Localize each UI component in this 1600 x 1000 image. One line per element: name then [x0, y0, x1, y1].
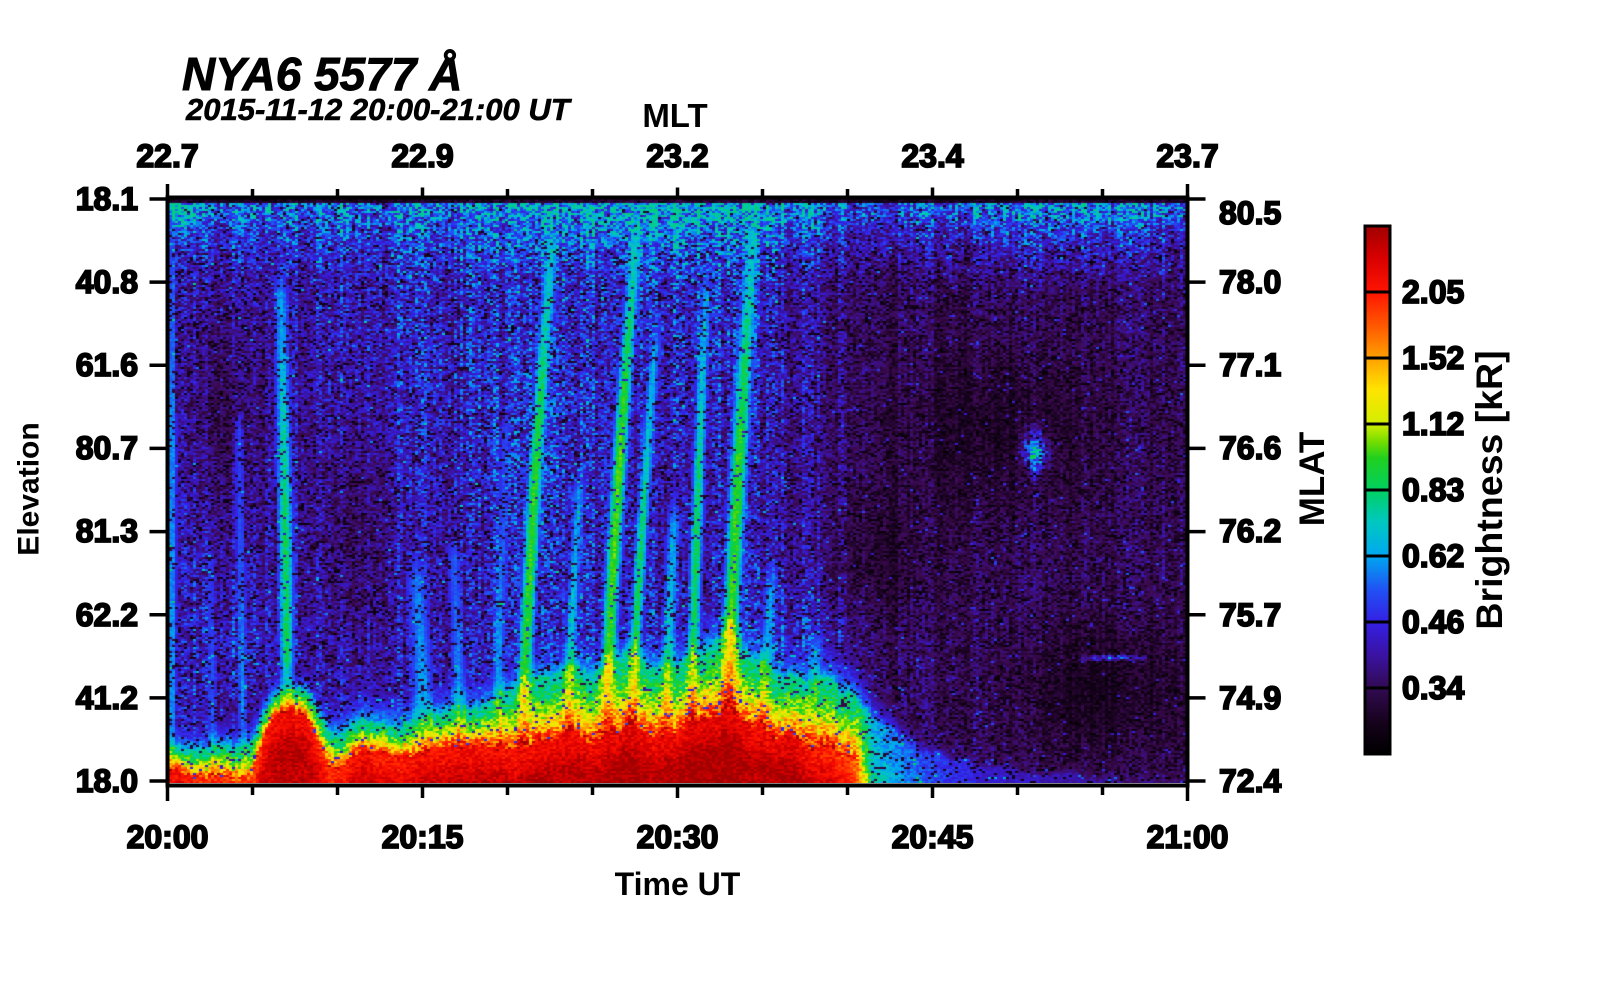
- svg-text:21:00: 21:00: [1147, 819, 1229, 855]
- svg-text:Time UT: Time UT: [615, 866, 741, 902]
- svg-text:75.7: 75.7: [1219, 597, 1281, 633]
- svg-text:2.05: 2.05: [1402, 274, 1464, 310]
- svg-text:MLAT: MLAT: [1293, 432, 1332, 527]
- svg-text:Brightness [kR]: Brightness [kR]: [1468, 350, 1510, 629]
- svg-text:NYA6 5577 Å: NYA6 5577 Å: [182, 48, 462, 100]
- svg-text:78.0: 78.0: [1219, 264, 1281, 300]
- svg-text:40.8: 40.8: [76, 264, 138, 300]
- svg-text:74.9: 74.9: [1219, 680, 1281, 716]
- svg-text:23.4: 23.4: [901, 138, 963, 174]
- svg-text:81.3: 81.3: [76, 513, 138, 549]
- svg-text:22.7: 22.7: [136, 138, 198, 174]
- svg-text:1.12: 1.12: [1402, 406, 1464, 442]
- svg-text:76.6: 76.6: [1219, 430, 1281, 466]
- svg-text:MLT: MLT: [642, 97, 707, 134]
- svg-text:0.83: 0.83: [1402, 472, 1464, 508]
- svg-text:62.2: 62.2: [76, 597, 138, 633]
- svg-text:0.62: 0.62: [1402, 538, 1464, 574]
- svg-text:72.4: 72.4: [1219, 763, 1281, 799]
- svg-text:2015-11-12 20:00-21:00 UT: 2015-11-12 20:00-21:00 UT: [185, 92, 573, 127]
- svg-text:61.6: 61.6: [76, 347, 138, 383]
- svg-text:80.7: 80.7: [76, 430, 138, 466]
- svg-text:76.2: 76.2: [1219, 513, 1281, 549]
- svg-text:20:00: 20:00: [127, 819, 209, 855]
- svg-text:23.2: 23.2: [646, 138, 708, 174]
- svg-text:18.1: 18.1: [76, 181, 138, 217]
- svg-text:20:30: 20:30: [637, 819, 719, 855]
- svg-text:20:15: 20:15: [382, 819, 464, 855]
- svg-text:77.1: 77.1: [1219, 347, 1281, 383]
- svg-text:23.7: 23.7: [1156, 138, 1218, 174]
- svg-text:18.0: 18.0: [76, 763, 138, 799]
- svg-text:20:45: 20:45: [892, 819, 974, 855]
- svg-text:41.2: 41.2: [76, 680, 138, 716]
- svg-text:80.5: 80.5: [1219, 195, 1281, 231]
- svg-text:22.9: 22.9: [391, 138, 453, 174]
- svg-text:0.46: 0.46: [1402, 604, 1464, 640]
- svg-text:1.52: 1.52: [1402, 340, 1464, 376]
- svg-text:Elevation: Elevation: [13, 422, 46, 555]
- svg-text:0.34: 0.34: [1402, 670, 1464, 706]
